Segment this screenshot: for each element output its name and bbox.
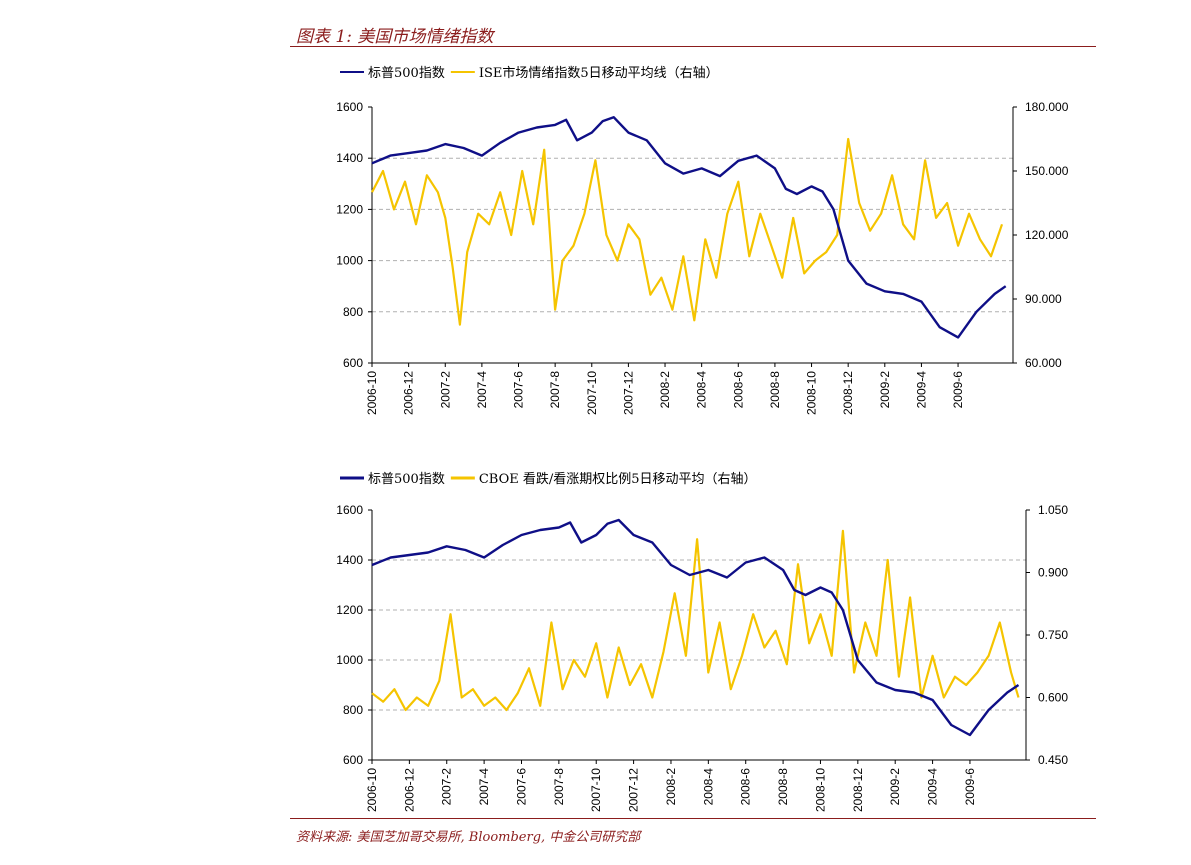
x-tick-label: 2009-2	[888, 768, 902, 806]
chart-1: 600 800 1000 1200 1400 1600 60.000 90.000 120.00…	[336, 65, 1068, 415]
x-tick-label: 2007-12	[621, 371, 635, 415]
x-tick-label: 2009-2	[878, 371, 892, 409]
left-tick-label: 600	[343, 753, 363, 767]
x-tick-label: 2008-8	[776, 768, 790, 806]
x-tick-label: 2008-6	[739, 768, 753, 806]
series-line-sentiment	[371, 529, 1020, 712]
x-tick-label: 2008-6	[731, 371, 745, 409]
right-tick-label: 0.750	[1038, 628, 1068, 642]
left-tick-label: 1000	[336, 254, 363, 268]
legend-label: ISE市场情绪指数5日移动平均线（右轴）	[479, 65, 719, 81]
legend-label: CBOE 看跌/看涨期权比例5日移动平均（右轴）	[479, 471, 757, 487]
right-tick-label: 120.000	[1025, 228, 1069, 242]
x-tick-label: 2007-2	[438, 371, 452, 409]
source-note: 资料来源: 美国芝加哥交易所, Bloomberg, 中金公司研究部	[296, 830, 641, 845]
left-tick-label: 1200	[336, 603, 363, 617]
x-tick-label: 2007-10	[589, 768, 603, 812]
x-tick-label: 2007-12	[627, 768, 641, 812]
source-rule	[290, 818, 1096, 819]
left-tick-label: 1600	[336, 503, 363, 517]
x-tick-label: 2007-6	[512, 371, 526, 409]
x-tick-label: 2008-12	[851, 768, 865, 812]
x-tick-label: 2009-4	[914, 371, 928, 409]
right-tick-label: 0.600	[1038, 691, 1068, 705]
x-tick-label: 2007-2	[440, 768, 454, 806]
right-tick-label: 1.050	[1038, 503, 1068, 517]
x-tick-label: 2006-10	[365, 768, 379, 812]
left-tick-label: 1400	[336, 553, 363, 567]
right-tick-label: 90.000	[1025, 292, 1062, 306]
x-tick-label: 2007-4	[475, 371, 489, 409]
legend-label: 标普500指数	[368, 66, 445, 81]
x-tick-label: 2008-12	[841, 371, 855, 415]
x-tick-label: 2009-6	[963, 768, 977, 806]
left-tick-label: 800	[343, 305, 363, 319]
x-tick-label: 2007-8	[548, 371, 562, 409]
x-tick-label: 2007-10	[585, 371, 599, 415]
left-tick-label: 800	[343, 703, 363, 717]
left-tick-label: 600	[343, 356, 363, 370]
left-tick-label: 1000	[336, 653, 363, 667]
x-tick-label: 2007-8	[552, 768, 566, 806]
x-tick-label: 2009-6	[951, 371, 965, 409]
left-tick-label: 1200	[336, 202, 363, 216]
left-tick-label: 1600	[336, 100, 363, 114]
x-tick-label: 2008-10	[813, 768, 827, 812]
x-tick-label: 2006-10	[365, 371, 379, 415]
left-tick-label: 1400	[336, 151, 363, 165]
right-tick-label: 180.000	[1025, 100, 1069, 114]
x-tick-label: 2009-4	[926, 768, 940, 806]
right-tick-label: 0.450	[1038, 753, 1068, 767]
x-tick-label: 2008-2	[658, 371, 672, 409]
title-rule	[290, 46, 1096, 47]
x-tick-label: 2007-4	[477, 768, 491, 806]
legend-label: 标普500指数	[368, 472, 445, 487]
x-tick-label: 2008-2	[664, 768, 678, 806]
x-tick-label: 2008-4	[695, 371, 709, 409]
x-tick-label: 2006-12	[402, 371, 416, 415]
right-tick-label: 150.000	[1025, 164, 1069, 178]
x-tick-label: 2008-10	[805, 371, 819, 415]
series-line-sp500	[371, 115, 1007, 339]
right-tick-label: 60.000	[1025, 356, 1062, 370]
x-tick-label: 2008-4	[701, 768, 715, 806]
series-line-sentiment	[371, 137, 1004, 326]
x-tick-label: 2006-12	[402, 768, 416, 812]
right-tick-label: 0.900	[1038, 566, 1068, 580]
x-tick-label: 2007-6	[514, 768, 528, 806]
series-line-sp500	[371, 518, 1020, 737]
figure-title: 图表 1: 美国市场情绪指数	[296, 27, 494, 47]
chart-2: 600 800 1000 1200 1400 1600 0.450 0.600 0.750 0.9…	[336, 471, 1068, 812]
x-tick-label: 2008-8	[768, 371, 782, 409]
